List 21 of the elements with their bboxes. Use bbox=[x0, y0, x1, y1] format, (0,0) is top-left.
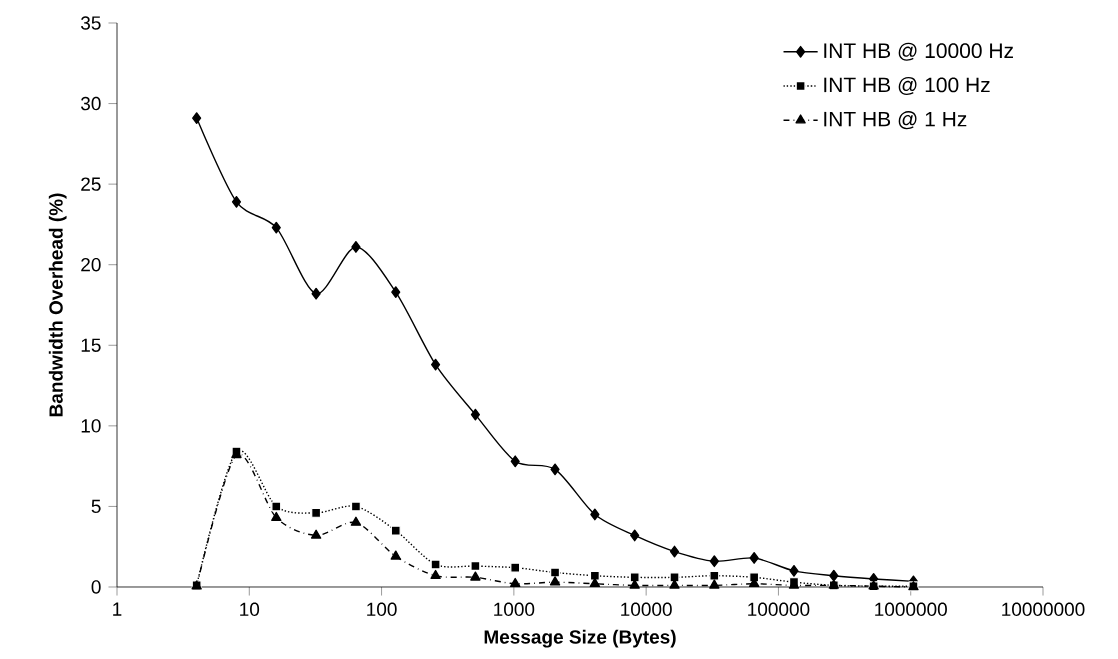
x-tick-label: 10 bbox=[240, 602, 260, 617]
legend-label: INT HB @ 10000 Hz bbox=[824, 42, 1013, 61]
y-tick-label: 15 bbox=[81, 338, 101, 352]
y-tick-label: 5 bbox=[91, 499, 101, 514]
x-tick-label: 1000 bbox=[494, 602, 535, 617]
y-tick-label: 30 bbox=[80, 96, 101, 111]
y-tick-label: 35 bbox=[80, 16, 101, 30]
x-tick-label: 10000 bbox=[621, 602, 672, 617]
legend-label: INT HB @ 100 Hz bbox=[824, 76, 990, 95]
x-axis-title: Message Size (Bytes) bbox=[484, 629, 676, 648]
x-tick-label: 100000 bbox=[748, 602, 810, 617]
x-tick-label: 1000000 bbox=[875, 602, 947, 617]
x-tick-label: 100 bbox=[367, 602, 397, 617]
y-tick-label: 10 bbox=[81, 419, 101, 433]
y-tick-label: 0 bbox=[91, 580, 101, 594]
x-tick-label: 10000000 bbox=[1002, 602, 1085, 617]
y-tick-label: 20 bbox=[81, 257, 101, 272]
y-axis-title: Bandwidth Overhead (%) bbox=[48, 193, 67, 417]
x-tick-label: 1 bbox=[113, 602, 122, 616]
y-tick-label: 25 bbox=[81, 177, 101, 191]
legend-label: INT HB @ 1 Hz bbox=[824, 111, 967, 130]
